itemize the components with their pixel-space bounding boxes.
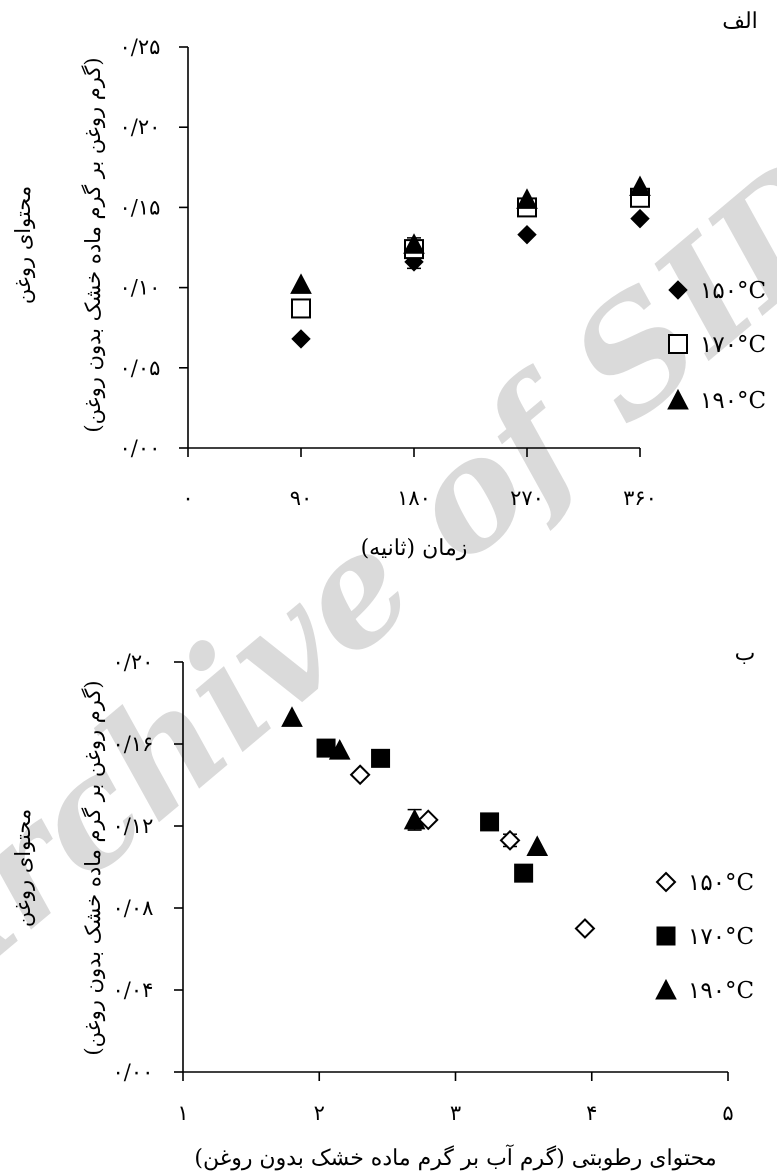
- y-axis-title-line2: (گرم روغن بر گرم ماده خشک بدون روغن): [81, 57, 106, 432]
- legend-marker: [667, 388, 689, 410]
- legend-entry-3: ۱۹۰°C: [667, 388, 766, 414]
- legend-marker: [655, 871, 677, 893]
- x-tick-label: ۳۶۰: [623, 486, 657, 510]
- data-point: [516, 188, 538, 209]
- data-point: [517, 224, 537, 245]
- data-point: [403, 808, 426, 830]
- legend-marker: [656, 926, 676, 946]
- data-point: [349, 764, 371, 786]
- legend-entry-2: ۱۷۰°C: [668, 332, 766, 358]
- x-axis-title: زمان (ثانیه): [361, 536, 468, 561]
- legend-marker: [668, 280, 688, 300]
- data-point: [371, 748, 391, 768]
- x-tick-label: ۴: [586, 1101, 597, 1125]
- data-point: [290, 273, 312, 294]
- legend-label: ۱۵۰°C: [688, 870, 754, 896]
- y-tick-label: ۰/۲۵: [120, 35, 161, 59]
- y-tick-label: ۰/۰۸: [113, 896, 154, 920]
- x-tick-label: ۰: [182, 486, 193, 510]
- legend-entry-1: ۱۵۰°C: [668, 278, 766, 304]
- series-3: [290, 175, 651, 294]
- y-tick-label: ۰/۲۰: [120, 115, 161, 139]
- x-tick-label: ۱: [177, 1101, 188, 1125]
- data-point: [574, 918, 596, 939]
- y-tick-label: ۰/۰۰: [120, 436, 161, 460]
- legend-label: ۱۹۰°C: [700, 388, 766, 414]
- legend-label: ۱۷۰°C: [688, 924, 754, 950]
- legend-label: ۱۹۰°C: [688, 978, 754, 1004]
- y-axis-title-line1: محتوای روغن: [11, 186, 36, 304]
- data-point: [526, 835, 549, 856]
- y-tick-label: ۰/۱۲: [113, 814, 154, 838]
- chart-panel-1: ۰/۰۰ ۰/۰۵ ۰/۱۰ ۰/۱۵ ۰/۲۰ ۰/۲۵ ۰ ۹۰ ۱۸۰ ۲۷۰ ۳۶۰ زمان…: [11, 9, 766, 561]
- y-axis-title-line2: (گرم روغن بر گرم ماده خشک بدون روغن): [81, 680, 106, 1055]
- legend-label: ۱۵۰°C: [700, 278, 766, 304]
- data-point: [328, 739, 351, 760]
- series-1: [349, 764, 596, 939]
- y-tick-label: ۰/۱۵: [120, 195, 161, 219]
- data-point: [499, 829, 521, 851]
- data-point: [291, 298, 311, 319]
- x-tick-label: ۳: [450, 1101, 461, 1125]
- data-point: [514, 863, 534, 883]
- data-point: [629, 175, 651, 197]
- legend-label: ۱۷۰°C: [700, 332, 766, 358]
- data-point: [417, 809, 439, 831]
- x-tick-label: ۵: [722, 1101, 733, 1125]
- legend-marker: [655, 978, 677, 1000]
- legend-entry-2: ۱۷۰°C: [656, 924, 754, 950]
- data-point: [291, 329, 311, 349]
- x-tick-label: ۲۷۰: [510, 486, 544, 510]
- y-tick-label: ۰/۰۴: [113, 978, 154, 1002]
- y-axis-title-line1: محتوای روغن: [11, 809, 36, 927]
- x-tick-label: ۹۰: [290, 486, 313, 510]
- y-tick-label: ۰/۲۰: [113, 650, 154, 674]
- x-tick-label: ۲: [314, 1101, 325, 1125]
- data-point: [480, 812, 500, 832]
- x-tick-label: ۱۸۰: [397, 486, 431, 510]
- y-tick-label: ۰/۱۶: [113, 732, 154, 756]
- series-3: [281, 706, 549, 856]
- chart-panels: ۰/۰۰ ۰/۰۵ ۰/۱۰ ۰/۱۵ ۰/۲۰ ۰/۲۵ ۰ ۹۰ ۱۸۰ ۲۷۰ ۳۶۰ زمان…: [11, 9, 766, 1171]
- legend-marker: [668, 334, 688, 354]
- legend-entry-3: ۱۹۰°C: [655, 978, 754, 1004]
- x-axis-title: محتوای رطوبتی (گرم آب بر گرم ماده خشک بد…: [194, 1144, 716, 1171]
- panel-label: الف: [722, 9, 758, 34]
- data-point: [281, 706, 303, 727]
- panel-label: ب: [735, 641, 756, 666]
- series-2: [316, 738, 534, 883]
- legend-entry-1: ۱۵۰°C: [655, 870, 754, 896]
- y-tick-label: ۰/۰۵: [120, 356, 161, 380]
- data-point: [403, 233, 425, 254]
- y-tick-label: ۰/۰۰: [113, 1060, 154, 1084]
- y-tick-label: ۰/۱۰: [120, 276, 161, 300]
- data-point: [630, 208, 650, 229]
